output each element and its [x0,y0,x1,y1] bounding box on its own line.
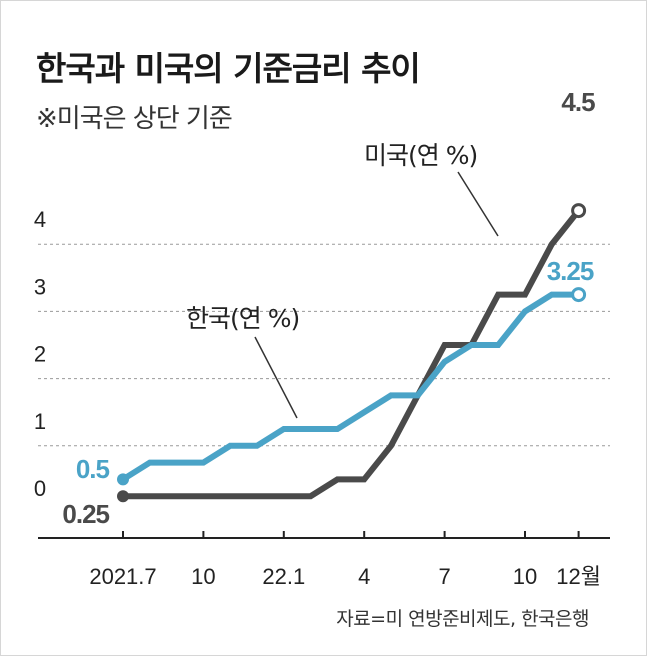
korea-series-name-label: 한국(연 %) [186,304,299,333]
series-line-1 [121,291,579,482]
series-start-point-0 [117,490,129,503]
chart-title: 한국과 미국의 기준금리 추이 [36,49,421,88]
grid-layer [38,243,610,447]
us-start-value-label: 0.25 [62,499,109,529]
source-note: 자료=미 연방준비제도, 한국은행 [336,608,589,630]
y-tick-label-4: 4 [34,207,46,232]
series-layer [117,203,587,503]
axis-layer: 0 1 2 3 4 2021.7 10 22.1 4 7 10 12월 [34,207,610,589]
korea-end-value-label: 3.25 [547,256,594,286]
x-tick-label-3: 10 [191,564,215,589]
y-tick-label-0: 0 [34,476,46,501]
series-end-point-0 [571,203,587,219]
label-layer: 0.25 0.5 4.5 3.25 미국(연 %) 한국(연 %) [62,87,596,529]
x-tick-label-15: 10 [513,564,537,589]
y-tick-label-3: 3 [34,274,46,299]
korea-leader-line [254,336,298,419]
x-tick-label-12: 7 [438,564,450,589]
x-tick-label-9: 4 [358,564,370,589]
us-leader-line [457,171,499,237]
x-tick-label-17: 12월 [556,564,601,589]
korea-start-value-label: 0.5 [76,454,110,484]
us-series-name-label: 미국(연 %) [364,141,477,170]
x-tick-label-6: 22.1 [262,564,305,589]
y-tick-label-2: 2 [34,342,46,367]
chart-subtitle: ※미국은 상단 기준 [36,104,233,134]
y-tick-label-1: 1 [34,409,46,434]
series-start-point-1 [117,473,129,486]
x-tick-label-0: 2021.7 [89,564,156,589]
series-end-point-1 [571,287,587,303]
series-line-0 [123,208,581,500]
us-end-value-label: 4.5 [561,87,595,117]
